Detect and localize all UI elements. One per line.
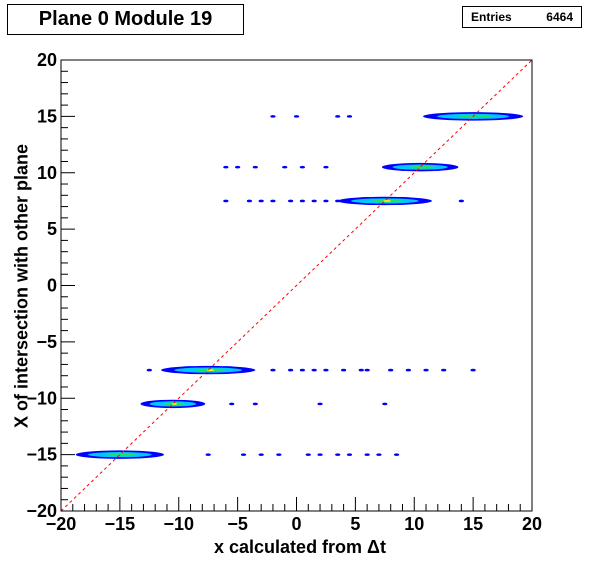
sparse-point-4-3 bbox=[282, 165, 288, 169]
cluster-1 bbox=[140, 399, 206, 409]
cluster-peak bbox=[383, 200, 391, 202]
sparse-point-5-0 bbox=[270, 115, 276, 118]
heatmap-marks bbox=[75, 112, 524, 459]
sparse-point-4-2 bbox=[252, 165, 258, 169]
sparse-point-4-0 bbox=[223, 165, 229, 169]
cluster-peak bbox=[171, 402, 178, 405]
sparse-point-0-6 bbox=[335, 453, 341, 456]
sparse-point-0-2 bbox=[258, 453, 264, 456]
sparse-point-0-5 bbox=[317, 453, 323, 456]
sparse-point-5-1 bbox=[293, 115, 300, 118]
y-tick-label: 5 bbox=[47, 219, 57, 239]
y-tick-label: 20 bbox=[37, 50, 57, 70]
sparse-point-2-9 bbox=[388, 368, 394, 372]
sparse-point-0-9 bbox=[376, 453, 382, 456]
cluster-peak bbox=[206, 369, 215, 371]
x-tick-label: −5 bbox=[227, 514, 248, 534]
sparse-point-3-7 bbox=[323, 199, 329, 203]
x-tick-label: 5 bbox=[350, 514, 360, 534]
sparse-point-3-6 bbox=[311, 199, 317, 203]
sparse-point-0-0 bbox=[205, 453, 211, 456]
sparse-point-1-1 bbox=[252, 402, 258, 406]
y-tick-label: −5 bbox=[36, 332, 57, 352]
chart-title: Plane 0 Module 19 bbox=[7, 4, 244, 35]
sparse-point-0-8 bbox=[364, 453, 370, 456]
sparse-point-3-4 bbox=[288, 199, 294, 203]
sparse-point-2-3 bbox=[299, 368, 305, 372]
sparse-point-3-0 bbox=[223, 199, 229, 203]
cluster-core bbox=[409, 165, 435, 169]
sparse-point-1-3 bbox=[382, 402, 388, 406]
x-tick-label: 20 bbox=[522, 514, 542, 534]
sparse-point-5-2 bbox=[335, 115, 341, 118]
sparse-point-1-2 bbox=[317, 402, 323, 406]
sparse-point-0-4 bbox=[305, 453, 311, 456]
sparse-point-5-3 bbox=[346, 115, 353, 118]
sparse-point-3-1 bbox=[246, 199, 252, 203]
sparse-point-2-13 bbox=[470, 368, 476, 372]
cluster-2 bbox=[161, 365, 256, 375]
sparse-point-1-0 bbox=[229, 402, 235, 406]
sparse-point-0-10 bbox=[393, 453, 400, 456]
cluster-0 bbox=[75, 450, 165, 459]
sparse-point-2-6 bbox=[341, 368, 347, 372]
sparse-point-4-4 bbox=[299, 165, 305, 169]
y-tick-label: −20 bbox=[26, 501, 57, 521]
sparse-point-4-5 bbox=[323, 165, 329, 169]
cluster-3 bbox=[337, 196, 432, 206]
x-axis-label: x calculated from Δt bbox=[214, 537, 386, 557]
sparse-point-2-2 bbox=[288, 368, 294, 372]
sparse-point-2-11 bbox=[423, 368, 429, 372]
stats-box: Entries 6464 bbox=[462, 6, 582, 28]
x-tick-label: −15 bbox=[105, 514, 136, 534]
stats-entries-label: Entries bbox=[471, 10, 512, 24]
sparse-point-2-1 bbox=[270, 368, 276, 372]
diagonal-reference-line bbox=[60, 59, 533, 512]
x-tick-label: −10 bbox=[163, 514, 194, 534]
sparse-point-3-2 bbox=[258, 199, 264, 203]
x-tick-label: 15 bbox=[463, 514, 483, 534]
sparse-point-2-0 bbox=[146, 368, 152, 372]
sparse-point-0-3 bbox=[276, 453, 282, 456]
sparse-point-3-3 bbox=[270, 199, 276, 203]
y-tick-label: −15 bbox=[26, 445, 57, 465]
sparse-point-0-7 bbox=[346, 453, 353, 456]
axes: −20 −15 −10 −5 0 5 10 15 20 −20 −15 −10 −5 0 5 10 15 20 bbox=[26, 50, 542, 534]
sparse-point-2-4 bbox=[311, 368, 317, 372]
x-tick-label: 10 bbox=[404, 514, 424, 534]
sparse-point-2-12 bbox=[441, 368, 447, 372]
sparse-point-2-10 bbox=[405, 368, 411, 372]
y-tick-label: −10 bbox=[26, 388, 57, 408]
x-tick-label: −20 bbox=[46, 514, 77, 534]
sparse-point-2-5 bbox=[323, 368, 329, 372]
x-tick-label: 0 bbox=[291, 514, 301, 534]
y-axis-label: X of intersection with other plane bbox=[11, 143, 32, 429]
sparse-point-4-1 bbox=[235, 165, 241, 169]
cluster-core bbox=[459, 114, 492, 118]
sparse-point-0-1 bbox=[240, 453, 247, 456]
sparse-point-3-9 bbox=[458, 199, 464, 203]
y-tick-label: 15 bbox=[37, 106, 57, 126]
sparse-point-2-7 bbox=[358, 368, 364, 372]
sparse-point-3-8 bbox=[335, 199, 341, 203]
chart-title-text: Plane 0 Module 19 bbox=[38, 8, 213, 30]
y-tick-label: 10 bbox=[37, 163, 57, 183]
sparse-point-3-5 bbox=[299, 199, 305, 203]
stats-entries-value: 6464 bbox=[546, 10, 573, 24]
cluster-4 bbox=[381, 162, 459, 172]
sparse-point-2-8 bbox=[364, 368, 370, 372]
y-tick-label: 0 bbox=[47, 276, 57, 296]
cluster-core bbox=[107, 453, 137, 457]
